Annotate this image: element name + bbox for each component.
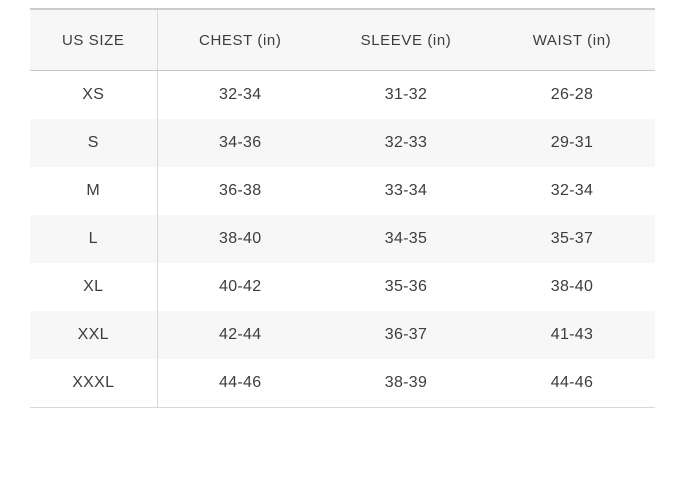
chest-cell: 34-36 <box>219 134 262 151</box>
chest-cell: 32-34 <box>219 86 262 103</box>
waist-cell: 32-34 <box>550 182 594 199</box>
waist-cell: 38-40 <box>550 278 594 295</box>
sleeve-cell: 31-32 <box>384 86 428 103</box>
table-row-xs: XS 32-34 31-32 26-28 <box>30 70 655 119</box>
size-cell: XL <box>30 263 158 311</box>
size-cell: S <box>30 119 158 167</box>
size-chart-body: XS 32-34 31-32 26-28 S 34-36 32-33 29-31… <box>30 70 655 408</box>
size-cell: XXL <box>30 311 158 359</box>
sleeve-cell: 35-36 <box>384 278 428 295</box>
header-row: US SIZE CHEST (in) SLEEVE (in) WAIST (in… <box>30 8 655 71</box>
size-cell: M <box>30 167 158 215</box>
waist-cell: 26-28 <box>550 86 594 103</box>
waist-cell: 35-37 <box>550 230 594 247</box>
table-row-m: M 36-38 33-34 32-34 <box>30 167 655 215</box>
size-chart-header: US SIZE CHEST (in) SLEEVE (in) WAIST (in… <box>30 8 655 71</box>
sleeve-cell: 38-39 <box>323 359 489 408</box>
chest-cell: 42-44 <box>219 326 262 343</box>
chest-cell: 36-38 <box>219 182 262 199</box>
column-header-chest: CHEST (in) <box>157 8 323 71</box>
sleeve-cell: 33-34 <box>384 182 428 199</box>
sleeve-cell: 36-37 <box>384 326 428 343</box>
waist-cell: 41-43 <box>550 326 594 343</box>
chest-cell: 40-42 <box>219 278 262 295</box>
column-header-waist: WAIST (in) <box>489 8 655 71</box>
table-row-l: L 38-40 34-35 35-37 <box>30 215 655 263</box>
size-chart-table: US SIZE CHEST (in) SLEEVE (in) WAIST (in… <box>30 8 655 408</box>
table-row-xxl: XXL 42-44 36-37 41-43 <box>30 311 655 359</box>
sleeve-cell: 34-35 <box>384 230 428 247</box>
column-header-sleeve: SLEEVE (in) <box>323 8 489 71</box>
waist-cell: 44-46 <box>489 359 655 408</box>
size-cell: XXXL <box>30 359 158 408</box>
sleeve-cell: 32-33 <box>384 134 428 151</box>
waist-cell: 29-31 <box>550 134 594 151</box>
table-row-xl: XL 40-42 35-36 38-40 <box>30 263 655 311</box>
table-row-s: S 34-36 32-33 29-31 <box>30 119 655 167</box>
chest-cell: 38-40 <box>219 230 262 247</box>
column-header-us-size: US SIZE <box>30 8 158 71</box>
chest-cell: 44-46 <box>157 359 323 408</box>
table-row-xxxl: XXXL 44-46 38-39 44-46 <box>30 359 655 408</box>
size-cell: XS <box>30 70 158 119</box>
size-chart: US SIZE CHEST (in) SLEEVE (in) WAIST (in… <box>30 8 655 408</box>
size-cell: L <box>30 215 158 263</box>
